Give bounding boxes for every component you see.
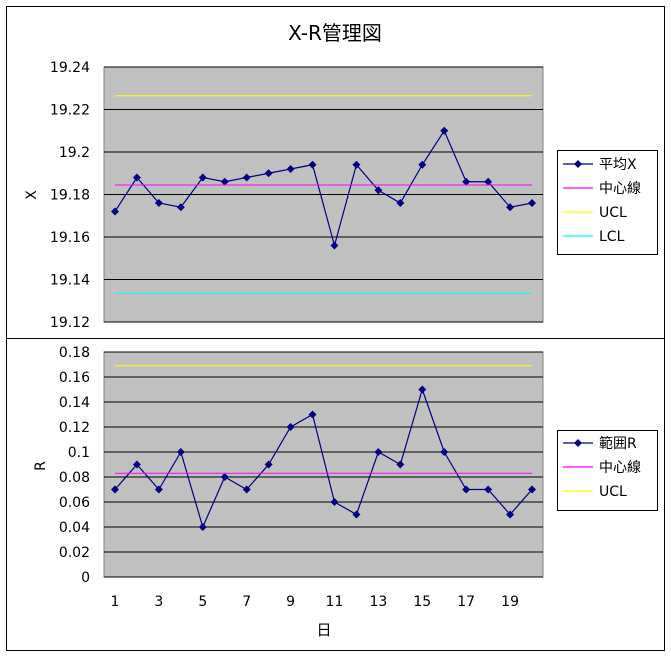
data-point <box>220 177 229 186</box>
r-chart-legend-items: 範囲R 中心線 UCL <box>563 435 641 500</box>
data-point <box>374 448 383 456</box>
data-point <box>154 485 163 494</box>
data-point <box>110 485 119 494</box>
chart-title: X-R管理図 <box>288 21 382 45</box>
x-tick-label: 7 <box>242 594 251 610</box>
r-chart-x-axis-label: 日 <box>316 621 331 639</box>
x-tick-label: 17 <box>457 594 475 610</box>
data-point <box>330 241 339 250</box>
y-tick-label: 0.04 <box>59 520 90 536</box>
x-tick-label: 13 <box>369 594 387 610</box>
data-point <box>440 126 449 135</box>
data-point <box>528 485 537 494</box>
data-point <box>396 199 405 207</box>
data-point <box>330 498 339 506</box>
y-tick-label: 19.18 <box>50 188 90 204</box>
x-tick-label: 19 <box>501 594 519 610</box>
data-point <box>484 177 493 186</box>
r-plot-area <box>103 351 544 578</box>
series-line-1 <box>114 129 533 248</box>
data-point <box>154 199 163 207</box>
x-chart-legend-items: 平均X 中心線 UCL LCL <box>563 157 641 245</box>
data-point <box>418 385 427 394</box>
legend-label: 中心線 <box>599 181 641 197</box>
y-tick-label: 19.24 <box>50 60 90 76</box>
r-chart-legend <box>557 430 658 511</box>
y-tick-label: 0.14 <box>59 395 90 411</box>
data-point <box>264 169 273 178</box>
r-chart-x-tick-labels: 1 3 5 7 9 11 13 15 17 19 <box>111 594 519 610</box>
data-point <box>242 173 251 182</box>
legend-marker <box>574 160 582 168</box>
data-point <box>286 423 295 431</box>
data-point <box>352 510 361 519</box>
y-tick-label: 0 <box>81 570 90 586</box>
y-tick-label: 19.16 <box>50 230 90 246</box>
data-point <box>506 510 515 519</box>
y-tick-label: 0.1 <box>68 445 90 461</box>
y-tick-label: 19.22 <box>50 103 90 119</box>
x-chart-series <box>110 95 537 294</box>
y-tick-label: 19.12 <box>50 315 90 331</box>
data-point <box>176 203 185 212</box>
r-chart-series <box>110 365 537 531</box>
x-tick-label: 9 <box>286 594 295 610</box>
legend-label: 中心線 <box>599 460 641 476</box>
legend-label: UCL <box>599 205 627 221</box>
data-point <box>220 473 229 481</box>
y-tick-label: 0.18 <box>59 345 90 361</box>
x-tick-label: 5 <box>198 594 207 610</box>
data-point <box>484 485 493 494</box>
legend-marker <box>574 439 582 447</box>
data-point <box>110 207 119 216</box>
x-chart-legend <box>557 150 658 255</box>
data-point <box>440 448 449 456</box>
data-point <box>462 177 471 186</box>
r-chart-gridlines <box>104 351 543 578</box>
x-chart-gridlines <box>104 66 543 323</box>
data-point <box>198 523 207 531</box>
data-point <box>462 485 471 494</box>
x-tick-label: 3 <box>154 594 163 610</box>
y-tick-label: 0.02 <box>59 545 90 561</box>
data-point <box>506 203 515 212</box>
data-point <box>132 460 141 469</box>
data-point <box>286 165 295 173</box>
y-tick-label: 0.16 <box>59 370 90 386</box>
data-point <box>176 448 185 456</box>
legend-label: 平均X <box>599 157 637 173</box>
y-tick-label: 19.14 <box>50 273 90 289</box>
x-tick-label: 1 <box>111 594 120 610</box>
y-tick-label: 0.08 <box>59 470 90 486</box>
data-point <box>396 460 405 469</box>
x-chart-y-tick-labels: 19.24 19.22 19.2 19.18 19.16 19.14 19.12 <box>50 60 90 331</box>
series-line-1 <box>114 387 533 529</box>
y-tick-label: 0.06 <box>59 495 90 511</box>
data-point <box>352 160 361 169</box>
legend-label: 範囲R <box>599 435 637 452</box>
y-tick-label: 19.2 <box>59 145 90 161</box>
x-chart-y-axis-label: X <box>24 190 40 200</box>
data-point <box>198 173 207 182</box>
legend-label: UCL <box>599 484 627 500</box>
data-point <box>132 173 141 182</box>
r-chart-y-tick-labels: 0.18 0.16 0.14 0.12 0.1 0.08 0.06 0.04 0.02 0 <box>59 345 90 586</box>
data-point <box>528 199 537 207</box>
data-point <box>308 160 317 169</box>
legend-label: LCL <box>599 229 625 245</box>
data-point <box>374 186 383 195</box>
r-chart-y-axis-label: R <box>33 461 49 471</box>
y-tick-label: 0.12 <box>59 420 90 436</box>
data-point <box>242 485 251 494</box>
data-point <box>418 160 427 169</box>
data-point <box>308 410 317 419</box>
data-point <box>264 460 273 469</box>
x-tick-label: 11 <box>326 594 344 610</box>
x-tick-label: 15 <box>413 594 431 610</box>
